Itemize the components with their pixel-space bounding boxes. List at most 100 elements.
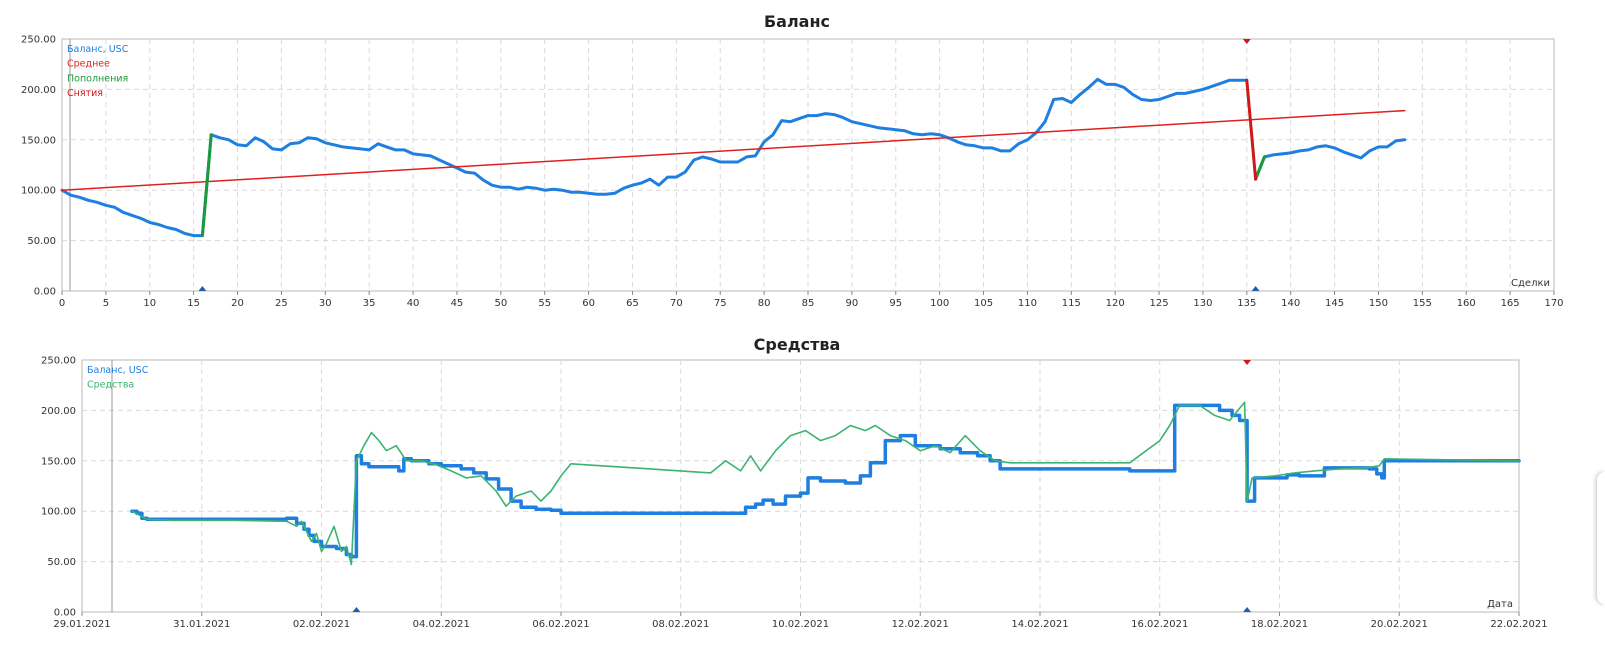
- y-tick-label: 200.00: [21, 85, 56, 96]
- legend-entry: Средства: [87, 380, 134, 391]
- x-tick-label: 130: [1193, 298, 1212, 309]
- series-line-3: [200, 133, 213, 238]
- x-tick-label: 150: [1369, 298, 1388, 309]
- series-line-0: [130, 403, 1521, 559]
- x-tick-label: 04.02.2021: [413, 619, 470, 630]
- legend-entry: Баланс, USC: [67, 44, 129, 55]
- equity-y-axis: 250.00 200.00 150.00 100.00 50.00 0.00: [41, 356, 76, 619]
- x-tick-label: 170: [1544, 298, 1563, 309]
- x-tick-label: 80: [758, 298, 771, 309]
- equity-x-axis: 29.01.2021 31.01.2021 02.02.2021 04.02.2021…: [53, 612, 1548, 630]
- x-tick-label: 45: [451, 298, 464, 309]
- series-line-1: [1254, 138, 1407, 181]
- x-tick-label: 140: [1281, 298, 1300, 309]
- y-tick-label: 250.00: [21, 35, 56, 46]
- series-line-2: [61, 109, 1406, 191]
- balance-chart: Баланс 250.00 200.00 150.00 100.00 50.00 0.00…: [21, 12, 1564, 309]
- deposit-marker: [1243, 607, 1252, 612]
- x-tick-label: 160: [1457, 298, 1476, 309]
- series-line-1: [131, 401, 1520, 566]
- y-tick-label: 0.00: [54, 608, 76, 619]
- x-tick-label: 02.02.2021: [293, 619, 350, 630]
- series-line-0: [60, 77, 1249, 238]
- legend-entry: Пополнения: [67, 73, 128, 84]
- x-tick-label: 120: [1106, 298, 1125, 309]
- x-tick-label: 22.02.2021: [1490, 619, 1547, 630]
- x-tick-label: 115: [1062, 298, 1081, 309]
- equity-grid: [82, 360, 1519, 612]
- y-tick-label: 200.00: [41, 406, 76, 417]
- equity-markers: [352, 360, 1252, 612]
- x-tick-label: 29.01.2021: [53, 619, 110, 630]
- x-tick-label: 31.01.2021: [173, 619, 230, 630]
- x-tick-label: 165: [1501, 298, 1520, 309]
- x-tick-label: 20: [231, 298, 244, 309]
- equity-series: [130, 401, 1521, 566]
- balance-chart-title: Баланс: [764, 12, 830, 31]
- balance-grid: [62, 39, 1554, 291]
- balance-x-axis: 0 5 10 15 20 25 30 35 40 45 50 55 60 65 70 75 80 85 90 95 10…: [59, 291, 1564, 309]
- deposit-marker: [352, 607, 361, 612]
- x-tick-label: 50: [494, 298, 507, 309]
- x-tick-label: 15: [187, 298, 200, 309]
- y-tick-label: 100.00: [41, 507, 76, 518]
- x-tick-label: 10.02.2021: [772, 619, 829, 630]
- x-tick-label: 20.02.2021: [1371, 619, 1428, 630]
- equity-legend: Баланс, USC Средства: [87, 365, 149, 391]
- x-tick-label: 08.02.2021: [652, 619, 709, 630]
- y-tick-label: 50.00: [27, 236, 56, 247]
- x-tick-label: 85: [802, 298, 815, 309]
- x-tick-label: 105: [974, 298, 993, 309]
- x-tick-label: 30: [319, 298, 332, 309]
- y-tick-label: 0.00: [34, 287, 56, 298]
- x-tick-label: 100: [930, 298, 949, 309]
- x-tick-label: 0: [59, 298, 65, 309]
- x-tick-label: 18.02.2021: [1251, 619, 1308, 630]
- y-tick-label: 150.00: [21, 135, 56, 146]
- x-tick-label: 125: [1150, 298, 1169, 309]
- withdrawal-marker: [1242, 39, 1251, 44]
- x-tick-label: 16.02.2021: [1131, 619, 1188, 630]
- equity-x-axis-label: Дата: [1487, 599, 1513, 610]
- series-line-5: [1245, 78, 1258, 181]
- series-line-4: [1254, 155, 1266, 181]
- y-tick-label: 250.00: [41, 356, 76, 367]
- y-tick-label: 100.00: [21, 186, 56, 197]
- legend-entry: Снятия: [67, 88, 103, 99]
- balance-series: [60, 77, 1407, 238]
- y-tick-label: 50.00: [47, 557, 76, 568]
- deposit-marker: [1251, 286, 1260, 291]
- x-tick-label: 60: [582, 298, 595, 309]
- balance-legend: Баланс, USC Среднее Пополнения Снятия: [67, 44, 129, 99]
- x-tick-label: 70: [670, 298, 683, 309]
- legend-entry: Баланс, USC: [87, 365, 149, 376]
- x-tick-label: 55: [538, 298, 551, 309]
- x-tick-label: 145: [1325, 298, 1344, 309]
- equity-chart-title: Средства: [754, 335, 841, 354]
- balance-y-axis: 250.00 200.00 150.00 100.00 50.00 0.00: [21, 35, 56, 298]
- x-tick-label: 06.02.2021: [532, 619, 589, 630]
- x-tick-label: 90: [846, 298, 859, 309]
- x-tick-label: 95: [889, 298, 902, 309]
- withdrawal-marker: [1243, 360, 1252, 365]
- y-tick-label: 150.00: [41, 456, 76, 467]
- x-tick-label: 65: [626, 298, 639, 309]
- deposit-marker: [198, 286, 207, 291]
- x-tick-label: 135: [1237, 298, 1256, 309]
- x-tick-label: 5: [103, 298, 109, 309]
- x-tick-label: 155: [1413, 298, 1432, 309]
- equity-chart: Средства 250.00 200.00 150.00 100.00 50.00 0.…: [41, 335, 1548, 630]
- x-tick-label: 110: [1018, 298, 1037, 309]
- x-tick-label: 40: [407, 298, 420, 309]
- side-panel-tab[interactable]: [1597, 472, 1605, 604]
- x-tick-label: 12.02.2021: [892, 619, 949, 630]
- x-tick-label: 10: [143, 298, 156, 309]
- balance-x-axis-label: Сделки: [1511, 278, 1550, 289]
- balance-markers: [198, 39, 1260, 291]
- x-tick-label: 25: [275, 298, 288, 309]
- x-tick-label: 35: [363, 298, 376, 309]
- x-tick-label: 14.02.2021: [1011, 619, 1068, 630]
- x-tick-label: 75: [714, 298, 727, 309]
- legend-entry: Среднее: [67, 59, 110, 70]
